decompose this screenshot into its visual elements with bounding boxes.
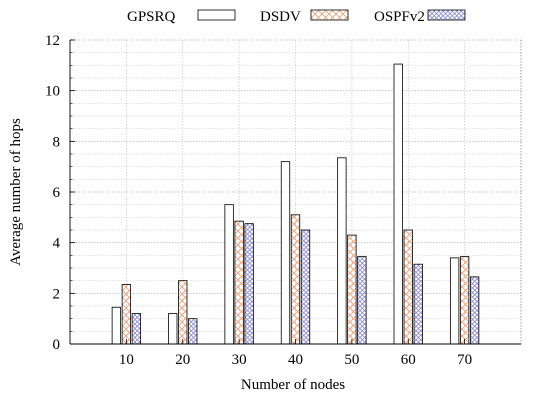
x-tick-label: 50 [344,352,359,368]
legend-swatch-gpsrq [197,9,236,21]
bar-gpsrq-20 [168,313,178,345]
bar-ospfv2-40 [300,229,311,345]
y-axis-label: Average number of hops [8,118,24,266]
tick-labels: 0 2 4 6 8 10 12 10 20 30 40 50 60 70 [45,33,472,368]
legend-label-dsdv: DSDV [260,9,301,25]
y-tick-label: 8 [53,134,61,150]
bar-ospfv2-70 [469,276,480,345]
bar-dsdv-40 [290,214,301,345]
x-tick-label: 10 [119,352,134,368]
bar-gpsrq-40 [280,161,291,345]
bar-ospfv2-10 [131,313,142,345]
bar-dsdv-70 [459,256,470,345]
bar-gpsrq-30 [224,204,234,345]
x-tick-label: 40 [288,352,303,368]
legend-label-gpsrq: GPSRQ [127,9,176,25]
legend-swatch-dsdv [310,9,349,21]
x-tick-label: 20 [175,352,190,368]
y-tick-label: 2 [53,286,61,302]
x-axis-label: Number of nodes [241,377,345,393]
bar-dsdv-20 [178,280,188,345]
y-tick-label: 6 [53,185,61,201]
bar-dsdv-60 [403,229,413,345]
bar-gpsrq-10 [111,306,122,345]
bar-dsdv-10 [121,284,132,345]
bar-dsdv-30 [234,220,244,345]
bar-ospfv2-20 [188,318,198,345]
legend-swatch-ospfv2 [427,9,466,21]
bar-gpsrq-60 [393,63,403,345]
y-tick-label: 12 [45,33,60,49]
legend-label-ospfv2: OSPFv2 [374,9,425,25]
axes [69,39,522,345]
y-tick-label: 0 [53,337,61,353]
bar-dsdv-50 [347,234,357,345]
bar-gpsrq-70 [449,257,460,345]
legend: GPSRQ DSDV OSPFv2 [127,9,466,25]
y-tick-label: 10 [45,84,60,100]
bar-ospfv2-30 [244,223,254,345]
bar-ospfv2-60 [413,263,423,345]
bar-gpsrq-50 [337,157,347,345]
x-tick-label: 30 [232,352,247,368]
bar-ospfv2-50 [357,256,367,345]
y-tick-label: 4 [53,236,61,252]
x-tick-label: 70 [457,352,472,368]
x-tick-label: 60 [401,352,416,368]
